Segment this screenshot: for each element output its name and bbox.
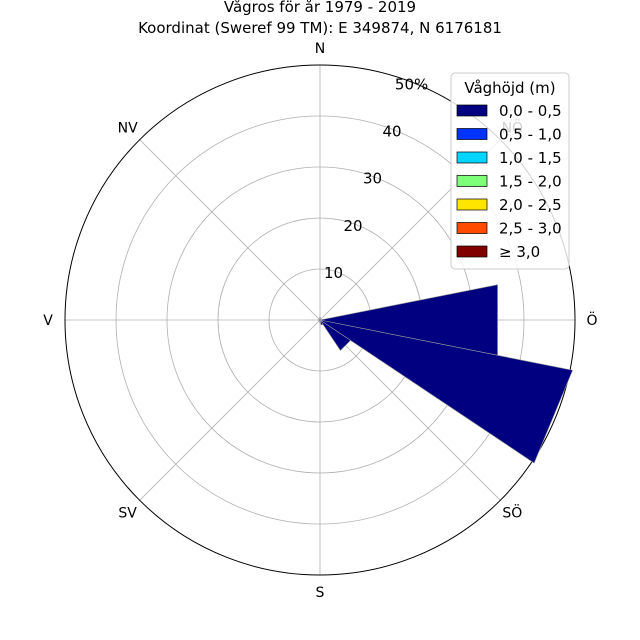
bar-112.5-series-0	[319, 319, 574, 464]
legend-swatch-5	[456, 222, 488, 234]
radial-tick-30: 30	[363, 170, 382, 188]
legend-entry-0: 0,0 - 0,5	[499, 102, 562, 120]
grid-spoke-225	[139, 319, 321, 501]
direction-label-180: S	[316, 585, 325, 601]
legend-swatch-4	[456, 198, 488, 211]
legend-title: Våghöjd (m)	[464, 79, 555, 97]
radial-tick-20: 20	[343, 217, 362, 235]
legend-swatch-1	[456, 128, 488, 140]
radial-tick-40: 40	[383, 123, 402, 141]
polar-frame	[64, 64, 576, 576]
radial-tick-10: 10	[324, 264, 343, 282]
legend-entry-4: 2,0 - 2,5	[499, 196, 562, 214]
legend-swatch-3	[456, 175, 488, 187]
legend-swatch-6	[456, 245, 488, 258]
legend-entry-6: ≥ 3,0	[499, 243, 540, 261]
direction-label-0: N	[315, 41, 325, 57]
direction-label-270: V	[43, 313, 53, 329]
grid-layer	[64, 64, 576, 576]
bars-layer	[318, 284, 574, 464]
legend-entry-1: 0,5 - 1,0	[499, 126, 562, 144]
direction-label-135: SÖ	[502, 503, 522, 521]
radial-ticks: 10 20 30 40 50%	[324, 75, 428, 281]
chart-subtitle: Koordinat (Sweref 99 TM): E 349874, N 61…	[138, 19, 502, 37]
direction-label-90: Ö	[586, 311, 597, 329]
legend-entry-2: 1,0 - 1,5	[499, 149, 562, 167]
legend-box	[450, 72, 570, 270]
legend-entry-3: 1,5 - 2,0	[499, 173, 562, 191]
grid-spoke-315	[139, 139, 321, 321]
chart-title: Vågros för år 1979 - 2019	[224, 0, 416, 16]
bar-0-series-0	[319, 317, 321, 321]
direction-label-225: SV	[118, 505, 137, 521]
legend-swatch-2	[456, 151, 488, 164]
bar-315-series-0	[318, 318, 321, 321]
radial-tick-50: 50%	[395, 75, 428, 93]
direction-label-315: NV	[118, 121, 138, 137]
legend-swatch-0	[456, 104, 488, 117]
bar-135-series-0	[319, 319, 352, 352]
bar-180-series-0	[319, 319, 321, 323]
legend: Våghöjd (m) 0,0 - 0,5 0,5 - 1,0 1,0 - 1,5 1,…	[450, 72, 570, 270]
grid-spoke-135	[319, 319, 501, 501]
legend-entry-5: 2,5 - 3,0	[499, 220, 562, 238]
